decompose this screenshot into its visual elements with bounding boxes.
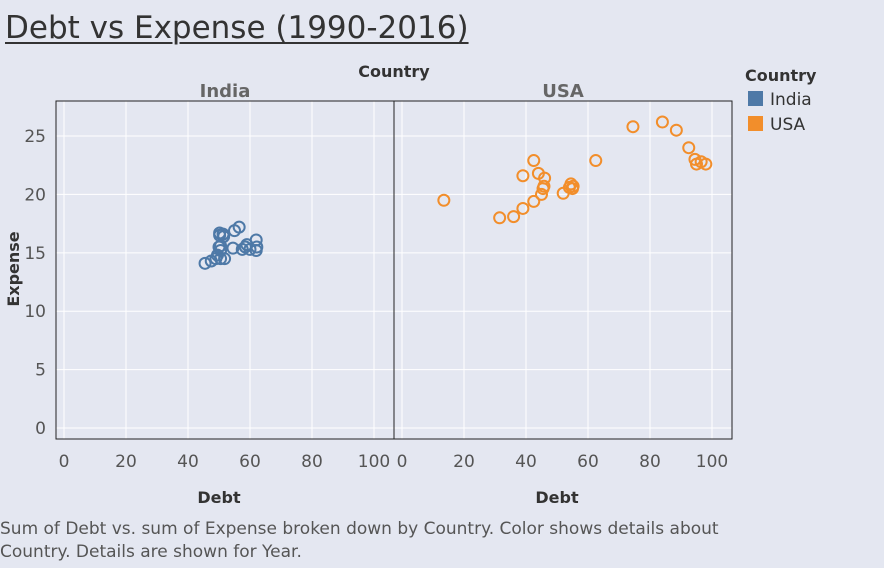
legend-swatch (748, 91, 763, 106)
data-point (527, 154, 541, 168)
x-tick-label: 60 (577, 452, 599, 472)
data-point (250, 240, 264, 254)
legend-title: Country (745, 66, 817, 85)
x-tick-label: 20 (115, 452, 137, 472)
column-header: Country (358, 62, 430, 81)
caption-line-1: Sum of Debt vs. sum of Expense broken do… (0, 519, 719, 539)
y-tick-label: 15 (24, 244, 46, 264)
y-tick-label: 20 (24, 185, 46, 205)
data-point (437, 193, 451, 207)
x-tick-label: 60 (239, 452, 261, 472)
y-axis-label: Expense (4, 231, 23, 306)
data-point (535, 187, 548, 201)
y-tick-label: 0 (35, 419, 46, 439)
x-tick-label: 100 (358, 452, 390, 472)
data-point (249, 233, 263, 247)
x-axis-label: Debt (535, 488, 579, 507)
panel-frame (393, 100, 733, 440)
data-point (516, 201, 530, 215)
legend-label: India (770, 90, 812, 110)
data-point (243, 242, 257, 256)
data-point (699, 157, 713, 171)
caption-line-2: Country. Details are shown for Year. (0, 542, 302, 562)
x-tick-label: 40 (515, 452, 537, 472)
data-point (198, 256, 212, 270)
panel-usa: USA 0 20 40 60 80 100 Debt (393, 81, 733, 507)
y-tick-label: 25 (24, 127, 46, 147)
panel-label: USA (542, 81, 584, 102)
panels: India 0 20 40 60 80 100 Debt 0 5 10 15 20 25 USA 0 20 40 6… (24, 81, 733, 507)
data-point (566, 179, 580, 193)
x-tick-label: 40 (177, 452, 199, 472)
x-tick-label: 20 (453, 452, 475, 472)
x-tick-label: 0 (59, 452, 70, 472)
data-point (589, 154, 603, 168)
data-point (507, 210, 521, 224)
data-point (226, 241, 240, 255)
panel-label: India (200, 81, 251, 102)
x-tick-label: 0 (397, 452, 408, 472)
data-point (232, 220, 246, 234)
x-tick-label: 80 (639, 452, 661, 472)
panel-frame (55, 100, 395, 440)
data-point (493, 211, 507, 225)
data-point (669, 123, 683, 137)
legend: Country India USA (745, 66, 817, 135)
x-tick-label: 80 (301, 452, 323, 472)
scatter-chart: Country India 0 20 40 60 80 100 Debt 0 5 10 15 20 25 U… (4, 62, 817, 507)
legend-swatch (748, 116, 763, 131)
data-point (537, 179, 551, 193)
panel-india: India 0 20 40 60 80 100 Debt 0 5 10 15 20 25 (24, 81, 395, 507)
x-tick-label: 100 (696, 452, 728, 472)
y-tick-label: 10 (24, 302, 46, 322)
data-point (538, 171, 552, 185)
data-point (527, 194, 541, 208)
data-point (626, 120, 640, 134)
data-point (655, 115, 669, 129)
y-tick-label: 5 (35, 361, 46, 381)
data-point (682, 141, 696, 155)
caption: Sum of Debt vs. sum of Expense broken do… (0, 518, 884, 564)
data-point (216, 227, 230, 241)
chart-title: Debt vs Expense (1990-2016) (5, 10, 469, 46)
legend-label: USA (770, 115, 806, 135)
x-axis-label: Debt (197, 488, 241, 507)
data-point (516, 169, 530, 183)
